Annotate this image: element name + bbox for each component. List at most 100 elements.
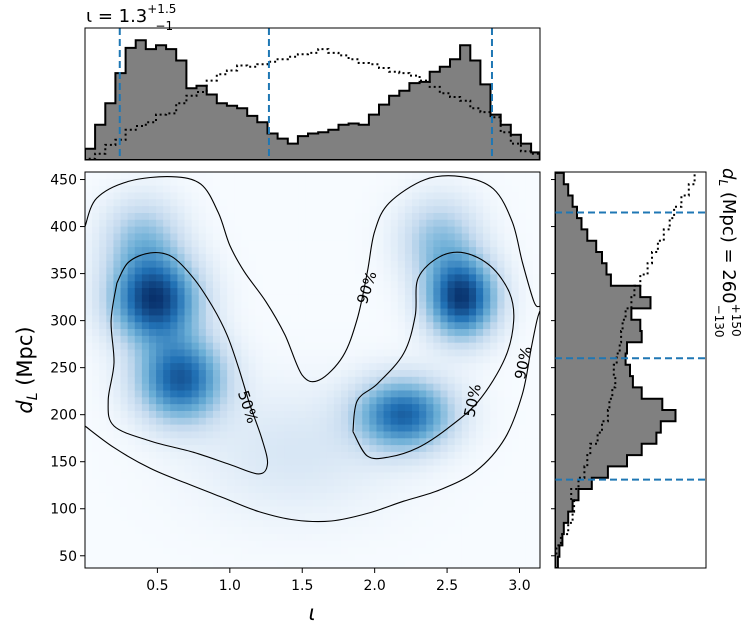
heatmap-cell — [106, 253, 115, 262]
heatmap-cell — [212, 260, 221, 269]
heatmap-cell — [85, 294, 93, 303]
heatmap-cell — [376, 192, 385, 200]
heatmap-cell — [511, 329, 520, 337]
heatmap-cell — [518, 240, 527, 248]
heatmap-cell — [106, 260, 115, 269]
heatmap-cell — [113, 410, 122, 419]
heatmap-cell — [276, 212, 285, 221]
heatmap-cell — [461, 172, 470, 180]
heatmap-cell — [85, 561, 93, 568]
heatmap-cell — [248, 561, 257, 568]
heatmap-cell — [255, 342, 264, 351]
heatmap-cell — [433, 404, 442, 412]
heatmap-cell — [134, 438, 143, 446]
heatmap-cell — [262, 260, 271, 269]
heatmap-cell — [426, 520, 434, 528]
heatmap-cell — [92, 404, 100, 412]
heatmap-cell — [106, 192, 115, 200]
heatmap-cell — [198, 294, 207, 303]
x-tick-label: 2.0 — [364, 578, 386, 594]
heatmap-cell — [148, 301, 157, 310]
heatmap-cell — [134, 260, 143, 269]
heatmap-cell — [390, 212, 399, 221]
heatmap-cell — [205, 226, 214, 235]
heatmap-cell — [525, 506, 534, 514]
heatmap-cell — [220, 376, 228, 385]
heatmap-cell — [148, 226, 157, 235]
heatmap-cell — [376, 294, 385, 303]
heatmap-cell — [191, 206, 200, 214]
heatmap-cell — [369, 308, 378, 316]
heatmap-cell — [518, 458, 527, 467]
heatmap-cell — [85, 486, 93, 494]
heatmap-cell — [241, 206, 250, 214]
heatmap-cell — [397, 424, 406, 433]
heatmap-cell — [184, 342, 193, 351]
heatmap-cell — [518, 178, 527, 187]
heatmap-cell — [276, 438, 285, 446]
heatmap-cell — [476, 192, 484, 200]
heatmap-cell — [163, 192, 171, 200]
heatmap-cell — [198, 458, 207, 467]
heatmap-cell — [85, 499, 93, 508]
heatmap-cell — [284, 329, 292, 337]
heatmap-cell — [532, 233, 540, 241]
heatmap-cell — [170, 472, 179, 480]
heatmap-cell — [412, 499, 420, 508]
heatmap-cell — [504, 540, 513, 549]
heatmap-cell — [269, 424, 278, 433]
heatmap-cell — [369, 192, 378, 200]
heatmap-cell — [518, 267, 527, 276]
heatmap-cell — [305, 329, 314, 337]
heatmap-cell — [376, 397, 385, 405]
heatmap-cell — [447, 288, 456, 296]
heatmap-cell — [184, 288, 193, 296]
heatmap-cell — [127, 390, 136, 398]
heatmap-cell — [99, 329, 107, 337]
heatmap-cell — [340, 376, 349, 385]
heatmap-cell — [305, 383, 314, 392]
heatmap-cell — [468, 356, 477, 364]
heatmap-cell — [298, 233, 306, 241]
heatmap-cell — [284, 335, 292, 344]
heatmap-cell — [184, 240, 193, 248]
heatmap-cell — [355, 438, 363, 446]
heatmap-cell — [134, 315, 143, 323]
heatmap-cell — [298, 431, 306, 439]
heatmap-cell — [269, 288, 278, 296]
heatmap-cell — [419, 554, 427, 562]
heatmap-cell — [156, 199, 164, 207]
heatmap-cell — [333, 226, 342, 235]
heatmap-cell — [483, 479, 491, 487]
heatmap-cell — [312, 499, 321, 508]
heatmap-cell — [532, 226, 540, 235]
heatmap-cell — [440, 445, 449, 453]
heatmap-cell — [163, 335, 171, 344]
heatmap-cell — [184, 260, 193, 269]
heatmap-cell — [184, 458, 193, 467]
heatmap-cell — [483, 206, 491, 214]
heatmap-cell — [177, 192, 186, 200]
heatmap-cell — [412, 226, 420, 235]
heatmap-cell — [340, 547, 349, 555]
heatmap-cell — [148, 479, 157, 487]
heatmap-cell — [518, 281, 527, 289]
heatmap-cell — [497, 356, 506, 364]
heatmap-cell — [276, 363, 285, 371]
heatmap-cell — [426, 540, 434, 549]
heatmap-cell — [511, 247, 520, 255]
heatmap-cell — [390, 226, 399, 235]
heatmap-cell — [376, 308, 385, 316]
heatmap-cell — [212, 540, 221, 549]
heatmap-cell — [156, 185, 164, 194]
heatmap-cell — [490, 329, 498, 337]
heatmap-cell — [234, 520, 243, 528]
heatmap-cell — [490, 335, 498, 344]
heatmap-cell — [333, 178, 342, 187]
heatmap-cell — [198, 445, 207, 453]
heatmap-cell — [518, 533, 527, 542]
heatmap-cell — [390, 370, 399, 378]
heatmap-cell — [497, 281, 506, 289]
heatmap-cell — [497, 438, 506, 446]
heatmap-cell — [340, 185, 349, 194]
